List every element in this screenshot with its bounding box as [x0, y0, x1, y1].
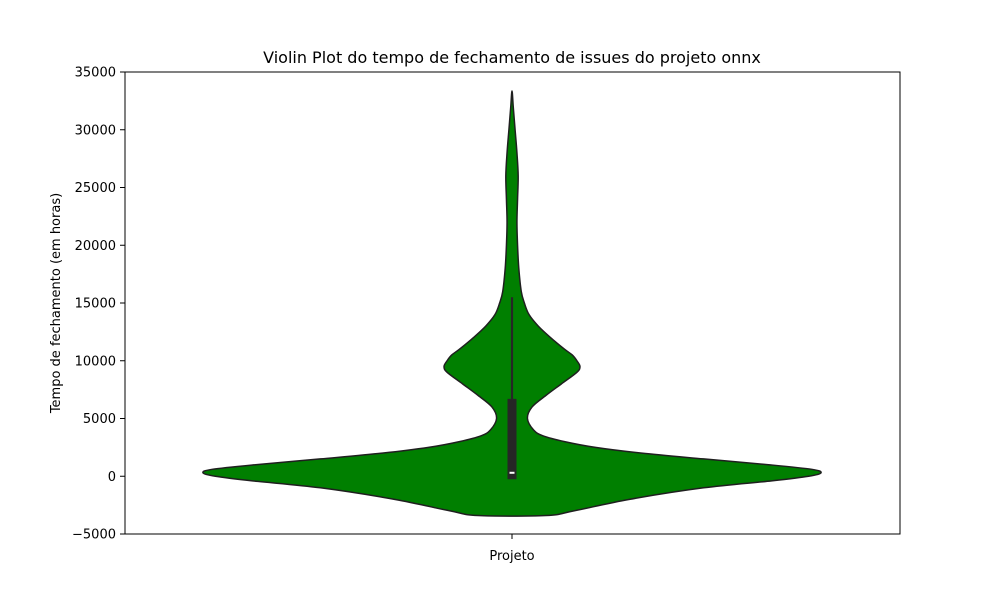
y-axis: −5000 0 5000 10000 15000 20000 25000 30000 35000: [72, 66, 125, 543]
y-tick-label: 30000: [75, 123, 116, 138]
x-axis-label: Projeto: [489, 549, 534, 564]
plot-area: [202, 90, 822, 517]
y-tick-label: 15000: [75, 297, 116, 312]
iqr-box: [507, 398, 517, 480]
y-tick-label: 25000: [75, 181, 116, 196]
y-tick-label: 35000: [75, 66, 116, 81]
y-tick-label: −5000: [72, 528, 116, 543]
y-tick-label: 5000: [83, 412, 116, 427]
y-tick-label: 0: [108, 470, 116, 485]
chart-title: Violin Plot do tempo de fechamento de is…: [263, 48, 761, 67]
y-tick-label: 20000: [75, 239, 116, 254]
y-axis-label: Tempo de fechamento (em horas): [49, 193, 64, 414]
y-tick-label: 10000: [75, 354, 116, 369]
